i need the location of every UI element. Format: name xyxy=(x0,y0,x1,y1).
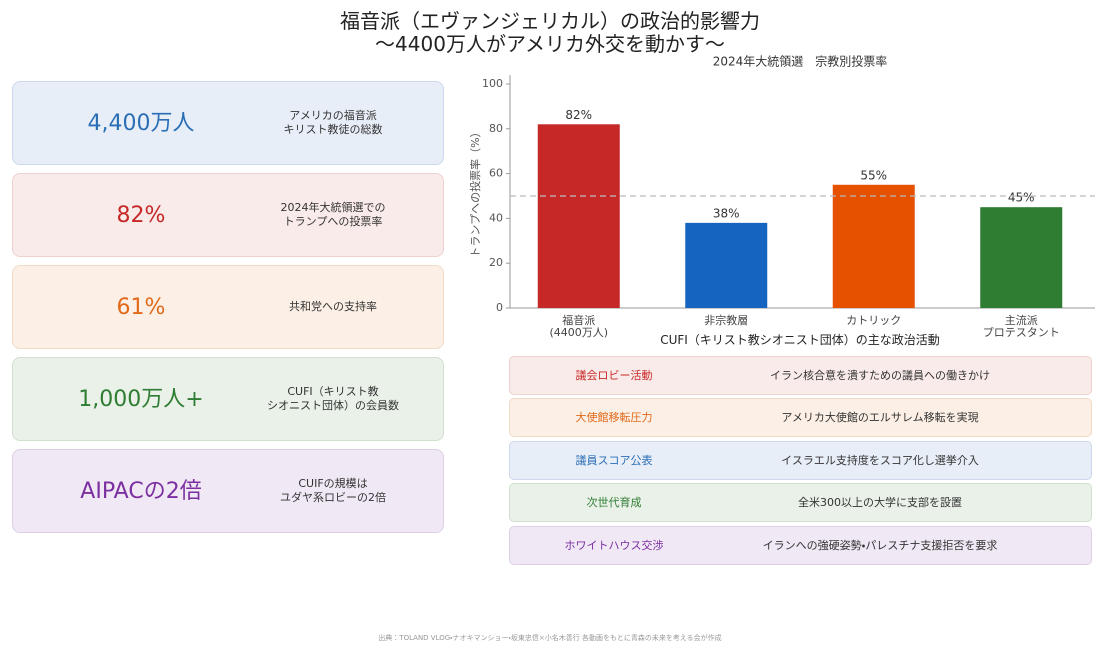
bar xyxy=(832,184,915,308)
stat-value: 1,000万人+ xyxy=(78,387,204,412)
x-tick-label: 福音派 (4400万人) xyxy=(549,314,609,339)
activity-name: ホワイトハウス交渉 xyxy=(564,539,664,552)
stat-card: 1,000万人+ CUFI（キリスト教 シオニスト団体）の会員数 xyxy=(12,357,444,441)
bar xyxy=(980,207,1063,308)
chart-title: 2024年大統領選 宗教別投票率 xyxy=(713,54,888,69)
y-tick-label: 40 xyxy=(489,211,503,224)
activity-description: アメリカ大使館のエルサレム移転を実現 xyxy=(781,411,979,424)
value-label: 38% xyxy=(713,206,740,220)
activity-name: 次世代育成 xyxy=(586,496,642,509)
x-tick-label: カトリック xyxy=(846,314,902,327)
y-tick-label: 0 xyxy=(496,301,503,314)
stat-card: AIPACの2倍 CUIFの規模は ユダヤ系ロビーの2倍 xyxy=(12,449,444,533)
activity-description: イラン核合意を潰すための議員への働きかけ xyxy=(770,369,990,382)
page-subtitle: 〜4400万人がアメリカ外交を動かす〜 xyxy=(375,32,725,56)
activity-description: 全米300以上の大学に支部を設置 xyxy=(798,496,962,509)
stat-value: 61% xyxy=(116,295,166,320)
stat-value: 82% xyxy=(116,203,166,228)
stat-label: 2024年大統領選での トランプへの投票率 xyxy=(280,201,386,228)
stat-label: アメリカの福音派 キリスト教徒の総数 xyxy=(283,109,383,136)
activity-row: 大使館移転圧力 アメリカ大使館のエルサレム移転を実現 xyxy=(509,398,1092,437)
bar xyxy=(537,124,620,309)
activity-name: 大使館移転圧力 xyxy=(575,411,653,424)
activity-name: 議会ロビー活動 xyxy=(575,369,653,382)
value-label: 82% xyxy=(565,108,592,122)
activity-description: イランへの強硬姿勢・パレスチナ支援拒否を要求 xyxy=(762,539,998,552)
stat-label: 共和党への支持率 xyxy=(289,300,377,313)
activity-row: ホワイトハウス交渉 イランへの強硬姿勢・パレスチナ支援拒否を要求 xyxy=(509,526,1092,565)
x-tick-label: 主流派 プロテスタント xyxy=(982,314,1060,339)
stat-label: CUIFの規模は ユダヤ系ロビーの2倍 xyxy=(280,477,386,504)
activity-row: 次世代育成 全米300以上の大学に支部を設置 xyxy=(509,483,1092,522)
x-tick-label: 非宗教層 xyxy=(704,314,749,327)
y-tick-label: 80 xyxy=(489,122,503,135)
stat-value: AIPACの2倍 xyxy=(80,479,202,504)
stat-card: 4,400万人 アメリカの福音派 キリスト教徒の総数 xyxy=(12,81,444,165)
y-tick-label: 60 xyxy=(489,167,503,180)
activity-row: 議会ロビー活動 イラン核合意を潰すための議員への働きかけ xyxy=(509,356,1092,395)
activities-title: CUFI（キリスト教シオニスト団体）の主な政治活動 xyxy=(660,333,940,347)
source-note: 出典：TOLAND VLOG・ナオキマンショー・坂東忠信×小名木善行 各動画をも… xyxy=(378,634,722,642)
page-title: 福音派（エヴァンジェリカル）の政治的影響力 xyxy=(340,9,760,33)
stat-value: 4,400万人 xyxy=(87,111,195,136)
value-label: 45% xyxy=(1008,191,1035,205)
y-axis-label: トランプへの投票率（%） xyxy=(468,126,482,257)
activity-name: 議員スコア公表 xyxy=(575,454,653,467)
y-tick-label: 20 xyxy=(489,256,503,269)
stat-card: 61% 共和党への支持率 xyxy=(12,265,444,349)
stat-card: 82% 2024年大統領選での トランプへの投票率 xyxy=(12,173,444,257)
activity-row: 議員スコア公表 イスラエル支持度をスコア化し選挙介入 xyxy=(509,441,1092,480)
bar xyxy=(685,222,768,308)
y-tick-label: 100 xyxy=(482,77,503,90)
activity-description: イスラエル支持度をスコア化し選挙介入 xyxy=(781,454,979,467)
stat-label: CUFI（キリスト教 シオニスト団体）の会員数 xyxy=(267,385,399,412)
value-label: 55% xyxy=(860,168,887,182)
chart: 2024年大統領選 宗教別投票率 トランプへの投票率（%） 0 20 40 60 80 1… xyxy=(468,54,1095,314)
